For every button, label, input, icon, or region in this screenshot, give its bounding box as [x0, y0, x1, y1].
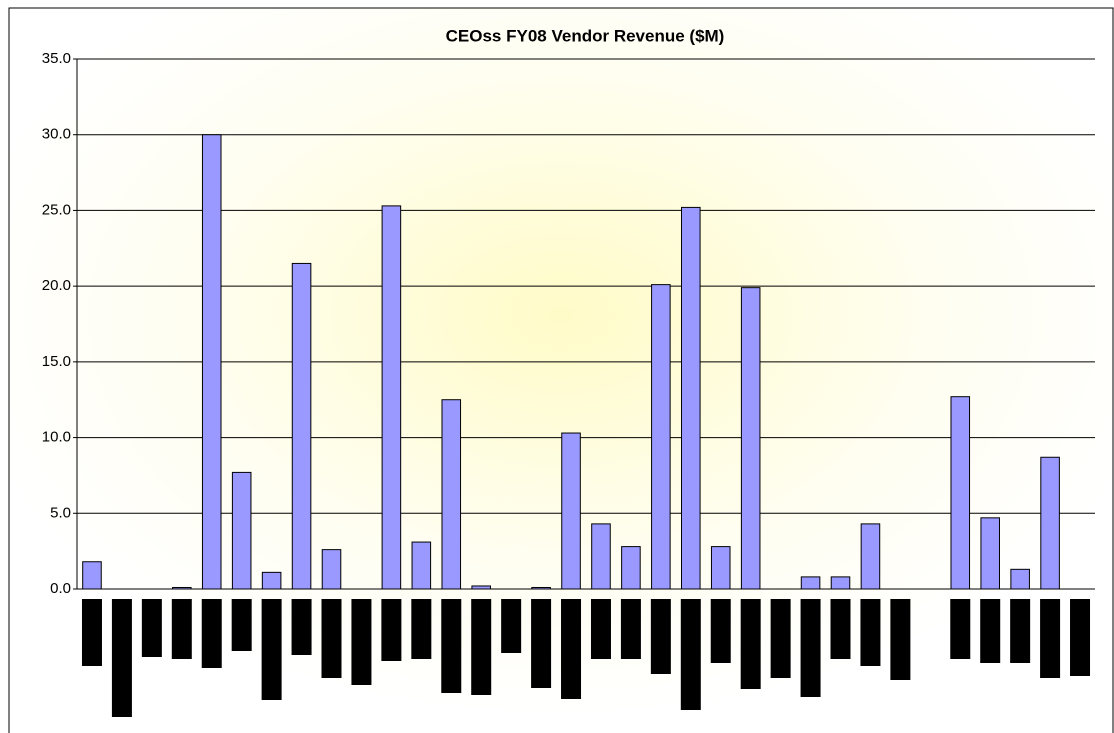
bar [710, 546, 731, 590]
bar [231, 471, 252, 590]
bar [172, 586, 192, 590]
redaction [890, 599, 911, 680]
redaction [860, 599, 881, 666]
redaction [381, 599, 402, 661]
redaction [441, 599, 462, 693]
redaction [830, 599, 851, 659]
redaction [501, 599, 522, 653]
bar [591, 523, 611, 590]
bar [471, 585, 491, 590]
bar [381, 205, 402, 590]
redaction [1040, 599, 1061, 678]
bar [261, 571, 282, 590]
redaction [411, 599, 432, 659]
bar [441, 399, 462, 590]
bar [201, 134, 222, 590]
chart-area [8, 7, 1114, 733]
y-tick-label: 15.0 [42, 353, 71, 370]
bar [800, 576, 821, 590]
redaction [471, 599, 492, 695]
redaction [770, 599, 791, 678]
redaction [680, 599, 701, 710]
redaction [321, 599, 342, 678]
redaction [740, 599, 761, 689]
redaction [291, 599, 312, 655]
bar [621, 546, 641, 590]
bar [531, 586, 551, 590]
redaction [800, 599, 821, 697]
redaction [531, 599, 552, 688]
redaction [81, 599, 102, 666]
bar [651, 284, 671, 590]
y-tick-label: 25.0 [42, 201, 71, 218]
bar [950, 396, 971, 590]
redaction [620, 599, 641, 659]
redaction [590, 599, 611, 659]
chart-title: CEOss FY08 Vendor Revenue ($M) [446, 26, 725, 45]
bar [321, 549, 342, 590]
bar [411, 541, 432, 590]
redaction [261, 599, 282, 700]
redaction [171, 599, 192, 659]
bar [740, 287, 761, 590]
redaction [950, 599, 971, 659]
redaction [231, 599, 252, 651]
bar [291, 262, 312, 590]
redaction [351, 599, 372, 685]
y-tick-label: 5.0 [50, 504, 71, 521]
redaction [561, 599, 582, 699]
redaction [1070, 599, 1091, 676]
bar [860, 523, 881, 590]
y-tick-label: 30.0 [42, 126, 71, 143]
bar [980, 517, 1000, 590]
bar [1040, 456, 1060, 590]
y-tick-label: 35.0 [42, 50, 71, 67]
bar [1010, 568, 1030, 590]
redaction [201, 599, 222, 668]
y-tick-label: 10.0 [42, 429, 71, 446]
redaction [710, 599, 731, 663]
bar [830, 576, 851, 590]
bar [82, 561, 102, 590]
redaction [141, 599, 162, 657]
redaction [980, 599, 1001, 663]
y-tick-label: 20.0 [42, 277, 71, 294]
redaction [111, 599, 132, 717]
redaction [1010, 599, 1031, 663]
bar [561, 432, 581, 590]
redaction [650, 599, 671, 674]
y-tick-label: 0.0 [50, 580, 71, 597]
bar [681, 206, 701, 590]
